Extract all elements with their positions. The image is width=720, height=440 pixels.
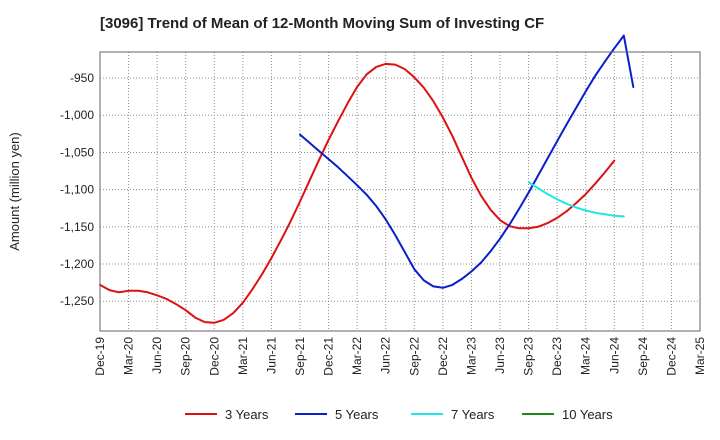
x-tick-label: Jun-20 bbox=[150, 337, 164, 374]
x-tick-label: Sep-24 bbox=[636, 337, 650, 376]
x-tick-label: Jun-23 bbox=[493, 337, 507, 374]
x-tick-label: Jun-21 bbox=[264, 337, 278, 374]
series-line-3-years bbox=[99, 62, 616, 324]
y-tick-label: -1,250 bbox=[60, 294, 94, 308]
y-tick-label: -1,000 bbox=[60, 108, 94, 122]
x-tick-label: Dec-24 bbox=[664, 337, 678, 376]
x-tick-label: Dec-23 bbox=[550, 337, 564, 376]
x-tick-label: Dec-20 bbox=[207, 337, 221, 376]
x-tick-label: Mar-23 bbox=[464, 337, 478, 375]
x-tick-label: Jun-24 bbox=[607, 337, 621, 374]
x-ticks: Dec-19 Mar-20 Jun-20 Sep-20 Dec-20 Mar-21 Jun-… bbox=[93, 337, 707, 376]
y-tick-label: -950 bbox=[70, 71, 94, 85]
x-tick-label: Mar-25 bbox=[693, 337, 707, 375]
grid bbox=[100, 52, 701, 331]
legend-label: 10 Years bbox=[562, 407, 613, 422]
y-axis-label: Amount (million yen) bbox=[7, 132, 22, 251]
x-tick-label: Mar-21 bbox=[236, 337, 250, 375]
x-tick-label: Sep-23 bbox=[522, 337, 536, 376]
y-tick-label: -1,200 bbox=[60, 257, 94, 271]
legend-label: 3 Years bbox=[225, 407, 269, 422]
series-lines bbox=[99, 34, 635, 324]
series-line-5-years bbox=[299, 34, 635, 289]
plot-frame bbox=[99, 51, 701, 332]
y-tick-label: -1,050 bbox=[60, 145, 94, 159]
legend-label: 7 Years bbox=[451, 407, 495, 422]
x-tick-label: Sep-21 bbox=[293, 337, 307, 376]
x-tick-label: Dec-19 bbox=[93, 337, 107, 376]
y-tick-label: -1,150 bbox=[60, 220, 94, 234]
legend-label: 5 Years bbox=[335, 407, 379, 422]
x-tick-label: Dec-21 bbox=[322, 337, 336, 376]
chart-title: [3096] Trend of Mean of 12-Month Moving … bbox=[100, 15, 544, 32]
series-line-7-years bbox=[527, 181, 625, 218]
x-tick-label: Mar-22 bbox=[350, 337, 364, 375]
x-tick-label: Mar-20 bbox=[122, 337, 136, 375]
x-tick-label: Sep-20 bbox=[179, 337, 193, 376]
x-tick-label: Mar-24 bbox=[579, 337, 593, 375]
x-tick-label: Dec-22 bbox=[436, 337, 450, 376]
y-tick-label: -1,100 bbox=[60, 183, 94, 197]
legend: 3 Years 5 Years 7 Years 10 Years bbox=[185, 407, 613, 422]
x-tick-label: Sep-22 bbox=[407, 337, 421, 376]
y-ticks: -950 -1,000 -1,050 -1,100 -1,150 -1,200 -1,250 bbox=[60, 71, 94, 308]
x-tick-label: Jun-22 bbox=[379, 337, 393, 374]
